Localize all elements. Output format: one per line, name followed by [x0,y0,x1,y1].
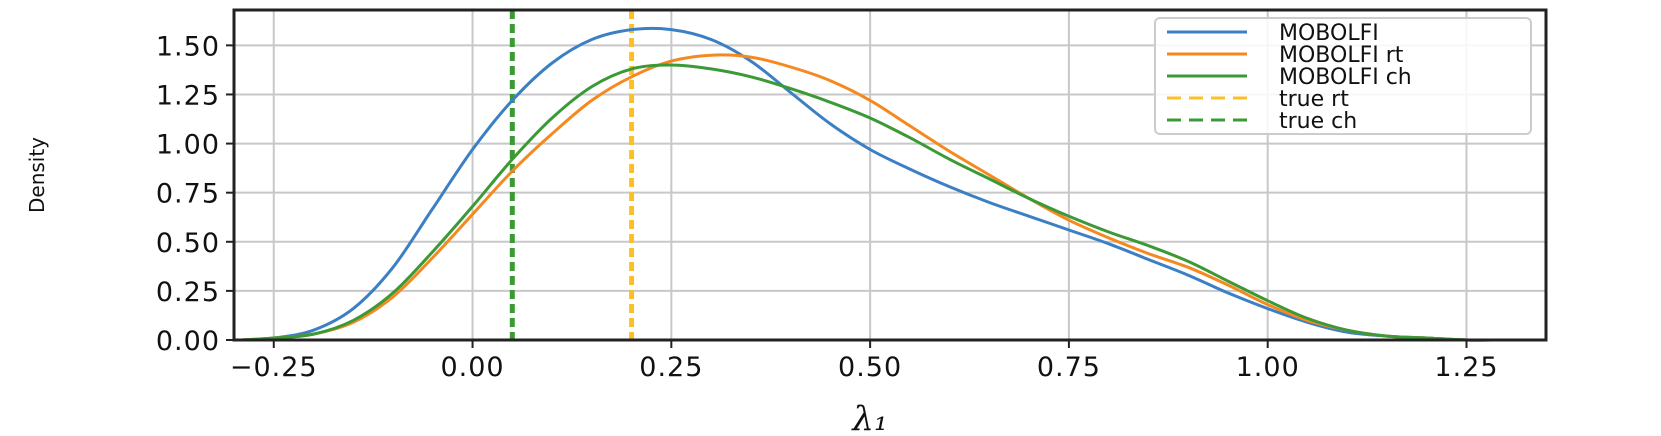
legend-label: MOBOLFI [1279,21,1379,46]
x-tick-label: 0.50 [838,352,902,383]
x-tick-label: 0.75 [1037,352,1101,383]
y-tick-label: 0.50 [156,228,220,259]
density-curves [241,26,1499,342]
x-tick-label: 1.25 [1434,352,1498,383]
legend-label: true rt [1279,87,1349,112]
legend-label: MOBOLFI rt [1279,43,1404,68]
density-curve-1 [241,53,1499,342]
y-tick-label: 1.25 [156,80,220,111]
legend-box [1154,17,1532,135]
x-tick-label: 0.25 [639,352,703,383]
y-axis-label: Density [25,137,49,213]
legend-label: true ch [1279,109,1357,134]
y-tick-label: 0.00 [156,326,220,357]
x-tick-label: −0.25 [230,352,318,383]
plot-frame [232,8,1548,342]
x-axis-label: λ₁ [850,399,887,436]
y-tick-label: 1.00 [156,130,220,161]
y-tick-label: 1.50 [156,31,220,62]
legend-label: MOBOLFI ch [1279,65,1412,90]
density-curve-2 [241,63,1499,342]
x-tick-label: 0.00 [440,352,504,383]
x-tick-label: 1.00 [1236,352,1300,383]
density-curve-0 [241,26,1499,342]
axis-ticks: −0.25 0.00 0.25 0.50 0.75 1.00 1.25 0.00 0.25 0.5… [156,31,1498,383]
y-tick-label: 0.75 [156,179,220,210]
y-tick-label: 0.25 [156,277,220,308]
